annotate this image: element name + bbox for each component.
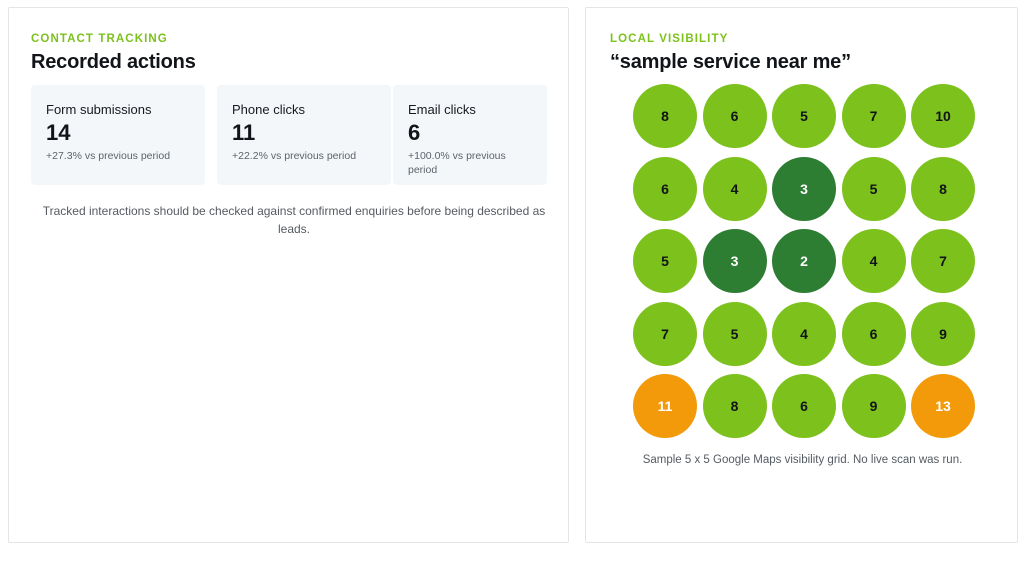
stat-value: 14	[46, 120, 71, 145]
recorded-actions-title: Recorded actions	[31, 51, 196, 73]
grid-cell-r1-c4: 7	[841, 84, 906, 148]
visibility-grid: 8 6 5 7 10 6 4 3 5 8 5 3 2 4 7 7 5 4 6 9 11 8 6 9 13	[633, 84, 975, 440]
grid-cell-r5-c3: 6	[772, 374, 836, 438]
stat-label: Email clicks	[408, 102, 476, 117]
grid-cell-r1-c3: 5	[772, 84, 836, 148]
grid-cell-r1-c2: 6	[702, 84, 767, 148]
grid-cell-r4-c3: 4	[772, 301, 836, 366]
grid-cell-r5-c4: 9	[841, 374, 906, 438]
stat-change: +100.0% vs previous period	[408, 150, 506, 176]
grid-cell-r4-c4: 6	[841, 301, 906, 366]
grid-cell-r3-c5: 7	[911, 229, 975, 293]
grid-cell-r3-c1: 5	[633, 229, 697, 293]
grid-cell-r2-c1: 6	[633, 156, 697, 221]
grid-cell-r2-c4: 5	[841, 156, 906, 221]
stat-card-email-clicks: Email clicks 6 +100.0% vs previous perio…	[393, 85, 547, 185]
stat-value: 6	[408, 120, 421, 145]
stat-card-phone-clicks: Phone clicks 11 +22.2% vs previous perio…	[217, 85, 391, 185]
grid-cell-r5-c1: 11	[633, 374, 697, 438]
stat-card-form-submissions: Form submissions 14 +27.3% vs previous p…	[31, 85, 205, 185]
grid-cell-r3-c3: 2	[772, 229, 836, 293]
grid-cell-r2-c5: 8	[911, 156, 975, 221]
grid-cell-r3-c4: 4	[841, 229, 906, 293]
stat-change: +22.2% vs previous period	[232, 150, 357, 162]
stat-value: 11	[232, 120, 256, 145]
grid-cell-r1-c5: 10	[911, 84, 975, 148]
grid-cell-r2-c3: 3	[772, 156, 836, 221]
local-visibility-panel: LOCAL VISIBILITY “sample service near me…	[585, 7, 1018, 543]
grid-cell-r5-c2: 8	[702, 374, 767, 438]
grid-cell-r4-c5: 9	[911, 301, 975, 366]
local-visibility-eyebrow: LOCAL VISIBILITY	[610, 33, 729, 45]
search-query-title: “sample service near me”	[610, 51, 851, 73]
grid-cell-r4-c1: 7	[633, 301, 697, 366]
grid-caption: Sample 5 x 5 Google Maps visibility grid…	[642, 454, 963, 466]
contact-tracking-panel: CONTACT TRACKING Recorded actions Form s…	[8, 7, 569, 543]
grid-cell-r3-c2: 3	[702, 229, 767, 293]
contact-tracking-eyebrow: CONTACT TRACKING	[31, 33, 168, 45]
grid-cell-r5-c5: 13	[911, 374, 975, 438]
grid-cell-r2-c2: 4	[702, 156, 767, 221]
stat-label: Form submissions	[46, 102, 152, 117]
grid-cell-r1-c1: 8	[633, 84, 697, 148]
tracking-note: Tracked interactions should be checked a…	[42, 204, 546, 236]
stat-label: Phone clicks	[232, 102, 305, 117]
stat-change: +27.3% vs previous period	[46, 150, 171, 162]
grid-cell-r4-c2: 5	[702, 301, 767, 366]
